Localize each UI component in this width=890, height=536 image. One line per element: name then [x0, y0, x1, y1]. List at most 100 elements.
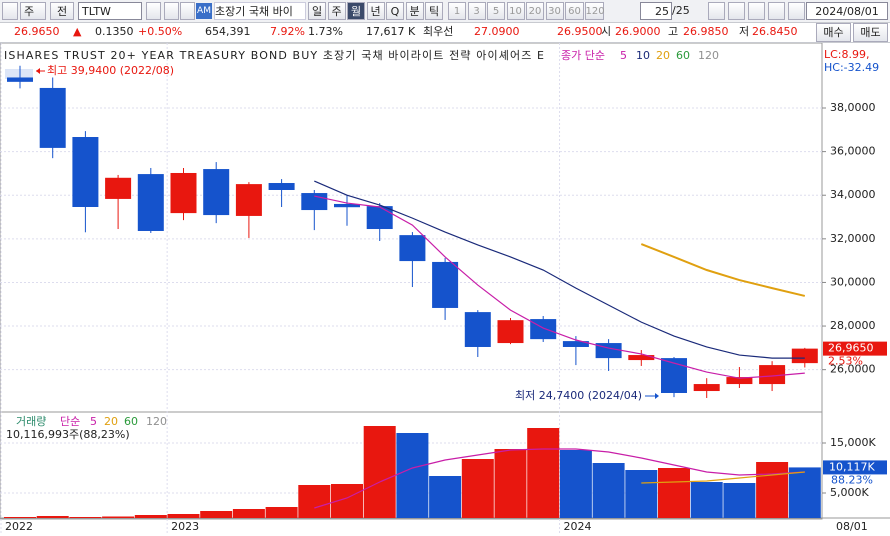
quote-high-label: 고 — [668, 25, 679, 38]
interval-button[interactable]: 20 — [526, 2, 544, 20]
tool-icon[interactable] — [180, 2, 195, 20]
y-tick-label: 5,000K — [830, 486, 869, 499]
quote-open-label: 시 — [601, 25, 612, 38]
volume-bar — [559, 450, 592, 518]
period-button[interactable]: 주 — [327, 2, 346, 20]
volume-bar — [658, 468, 690, 518]
interval-button[interactable]: 1 — [448, 2, 466, 20]
interval-button[interactable]: 30 — [545, 2, 564, 20]
legend-entry: 60 — [124, 415, 138, 428]
x-tick-label: 2024 — [564, 520, 592, 533]
period-button[interactable]: 년 — [366, 2, 385, 20]
candle-body — [399, 235, 426, 262]
chart-title: ISHARES TRUST 20+ YEAR TREASURY BOND BUY… — [4, 49, 544, 62]
candle-body — [7, 77, 33, 82]
legend-entry: 5 — [620, 49, 627, 62]
candle-body — [105, 177, 132, 199]
quote-volume: 654,391 — [205, 25, 251, 38]
session-badge: AM — [196, 3, 212, 19]
menu-icon[interactable] — [2, 2, 18, 20]
interval-button[interactable]: 10 — [506, 2, 525, 20]
quote-low-label: 저 — [739, 25, 750, 38]
interval-button[interactable]: 120 — [584, 2, 605, 20]
volume-bar — [461, 459, 494, 518]
volume-bar — [4, 517, 36, 518]
candle-body — [562, 341, 589, 347]
tool-icon[interactable] — [788, 2, 805, 20]
period-button[interactable]: 틱 — [425, 2, 443, 20]
candle-body — [334, 203, 360, 208]
tool-icon[interactable] — [748, 2, 765, 20]
volume-bar — [167, 514, 200, 518]
share-label: 88.23% — [831, 473, 873, 486]
volume-bar — [494, 449, 527, 518]
candle-body — [726, 377, 753, 385]
legend-entry: 10 — [636, 49, 650, 62]
quote-price: 26.9650 — [14, 25, 60, 38]
lc-label: LC:8.99, — [824, 48, 870, 61]
legend-entry: 120 — [146, 415, 167, 428]
legend-entry: 20 — [656, 49, 670, 62]
chart: 2022 2023 2024 08/01 38,0000 36,0000 34,0000 32… — [0, 43, 890, 535]
count-total: /25 — [672, 4, 690, 17]
candle-body — [39, 87, 66, 148]
volume-bar — [723, 483, 756, 518]
tool-icon[interactable] — [728, 2, 745, 20]
candle-body — [203, 169, 230, 216]
last-volume-box — [823, 460, 887, 475]
quote-best-label: 최우선 — [423, 25, 454, 38]
scope-select[interactable]: 전 — [50, 2, 74, 20]
candle-body — [301, 193, 328, 211]
interval-button[interactable]: 5 — [487, 2, 505, 20]
candle-body — [170, 172, 197, 214]
candle-body — [693, 384, 720, 392]
candle-body — [497, 320, 524, 344]
quote-ratio: 1.73% — [308, 25, 343, 38]
toolbar: 주 전 TLTW AM 초장기 국채 바이 일 주 월 년 Q 분 틱 1 3 5 10 20 30 60 120 25… — [0, 0, 890, 23]
volume-bar — [36, 516, 69, 518]
y-tick-label: 30,0000 — [830, 275, 876, 288]
volume-bar — [429, 476, 462, 518]
period-button[interactable]: 분 — [405, 2, 424, 20]
volume-bar — [134, 515, 167, 518]
volume-bar — [298, 485, 331, 518]
last-volume-label: 10,117K — [829, 460, 875, 473]
period-button[interactable]: 일 — [308, 2, 326, 20]
count-input[interactable]: 25 — [640, 2, 672, 20]
legend-entry: 5 — [90, 415, 97, 428]
symbol-input[interactable]: TLTW — [78, 2, 142, 20]
candle-body — [72, 137, 99, 207]
last-price-box — [823, 341, 887, 356]
volume-summary: 10,116,993주(88,23%) — [6, 428, 130, 441]
candle-body — [235, 184, 262, 216]
date-input[interactable]: 2024/08/01 — [806, 2, 888, 20]
market-select[interactable]: 주 — [20, 2, 46, 20]
quote-open: 26.9000 — [615, 25, 661, 38]
candle-body — [791, 348, 818, 364]
legend-entry: 60 — [676, 49, 690, 62]
order-button[interactable]: 매수 — [816, 23, 851, 42]
period-button[interactable]: 월 — [347, 2, 365, 20]
volume-average — [314, 448, 805, 509]
high-arrow-head — [36, 68, 40, 74]
candle-body — [137, 174, 164, 231]
tool-icon[interactable] — [708, 2, 725, 20]
icon — [5, 69, 33, 79]
tool-icon[interactable] — [164, 2, 179, 20]
tool-icon[interactable] — [146, 2, 161, 20]
volume-bar — [200, 511, 233, 518]
candle-body — [759, 365, 786, 385]
candle-body — [628, 355, 655, 361]
volume-bar — [592, 463, 625, 518]
legend-label: 종가 단순 — [561, 49, 605, 62]
quote-high: 26.9850 — [683, 25, 729, 38]
order-button[interactable]: 매도 — [853, 23, 888, 42]
interval-button[interactable]: 3 — [467, 2, 486, 20]
interval-button[interactable]: 60 — [565, 2, 584, 20]
volume-bar — [625, 470, 658, 518]
volume-average — [641, 471, 805, 484]
tool-icon[interactable] — [768, 2, 785, 20]
volume-bar — [69, 517, 102, 518]
candle-body — [268, 183, 295, 190]
period-button[interactable]: Q — [386, 2, 404, 20]
